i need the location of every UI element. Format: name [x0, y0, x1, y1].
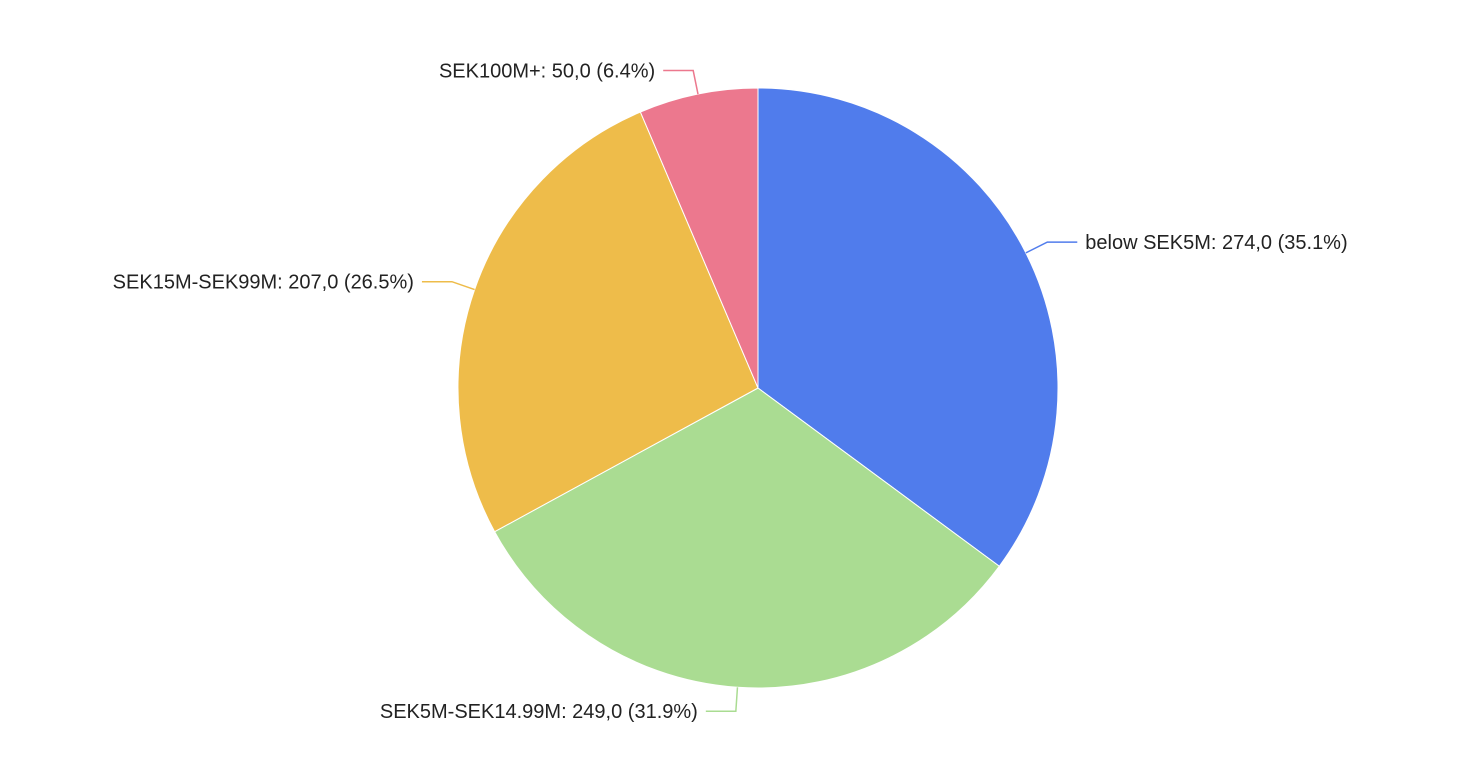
leader-line [1025, 241, 1078, 254]
slice-label: SEK15M-SEK99M: 207,0 (26.5%) [113, 272, 414, 294]
pie-slice-sek15m-sek99m [457, 111, 759, 533]
slice-label: SEK100M+: 50,0 (6.4%) [439, 61, 655, 83]
leader-lines-layer [421, 69, 1078, 712]
pie-slice-below-sek5m [757, 87, 1059, 567]
pie-slice-sek100m- [639, 87, 759, 389]
slices-layer [457, 87, 1059, 689]
labels-layer: below SEK5M: 274,0 (35.1%) SEK5M-SEK14.99… [113, 61, 1348, 724]
leader-line [705, 687, 739, 712]
leader-line [421, 280, 475, 291]
slice-label: below SEK5M: 274,0 (35.1%) [1085, 232, 1347, 254]
slice-label: SEK5M-SEK14.99M: 249,0 (31.9%) [380, 701, 698, 723]
leader-line [663, 69, 699, 95]
